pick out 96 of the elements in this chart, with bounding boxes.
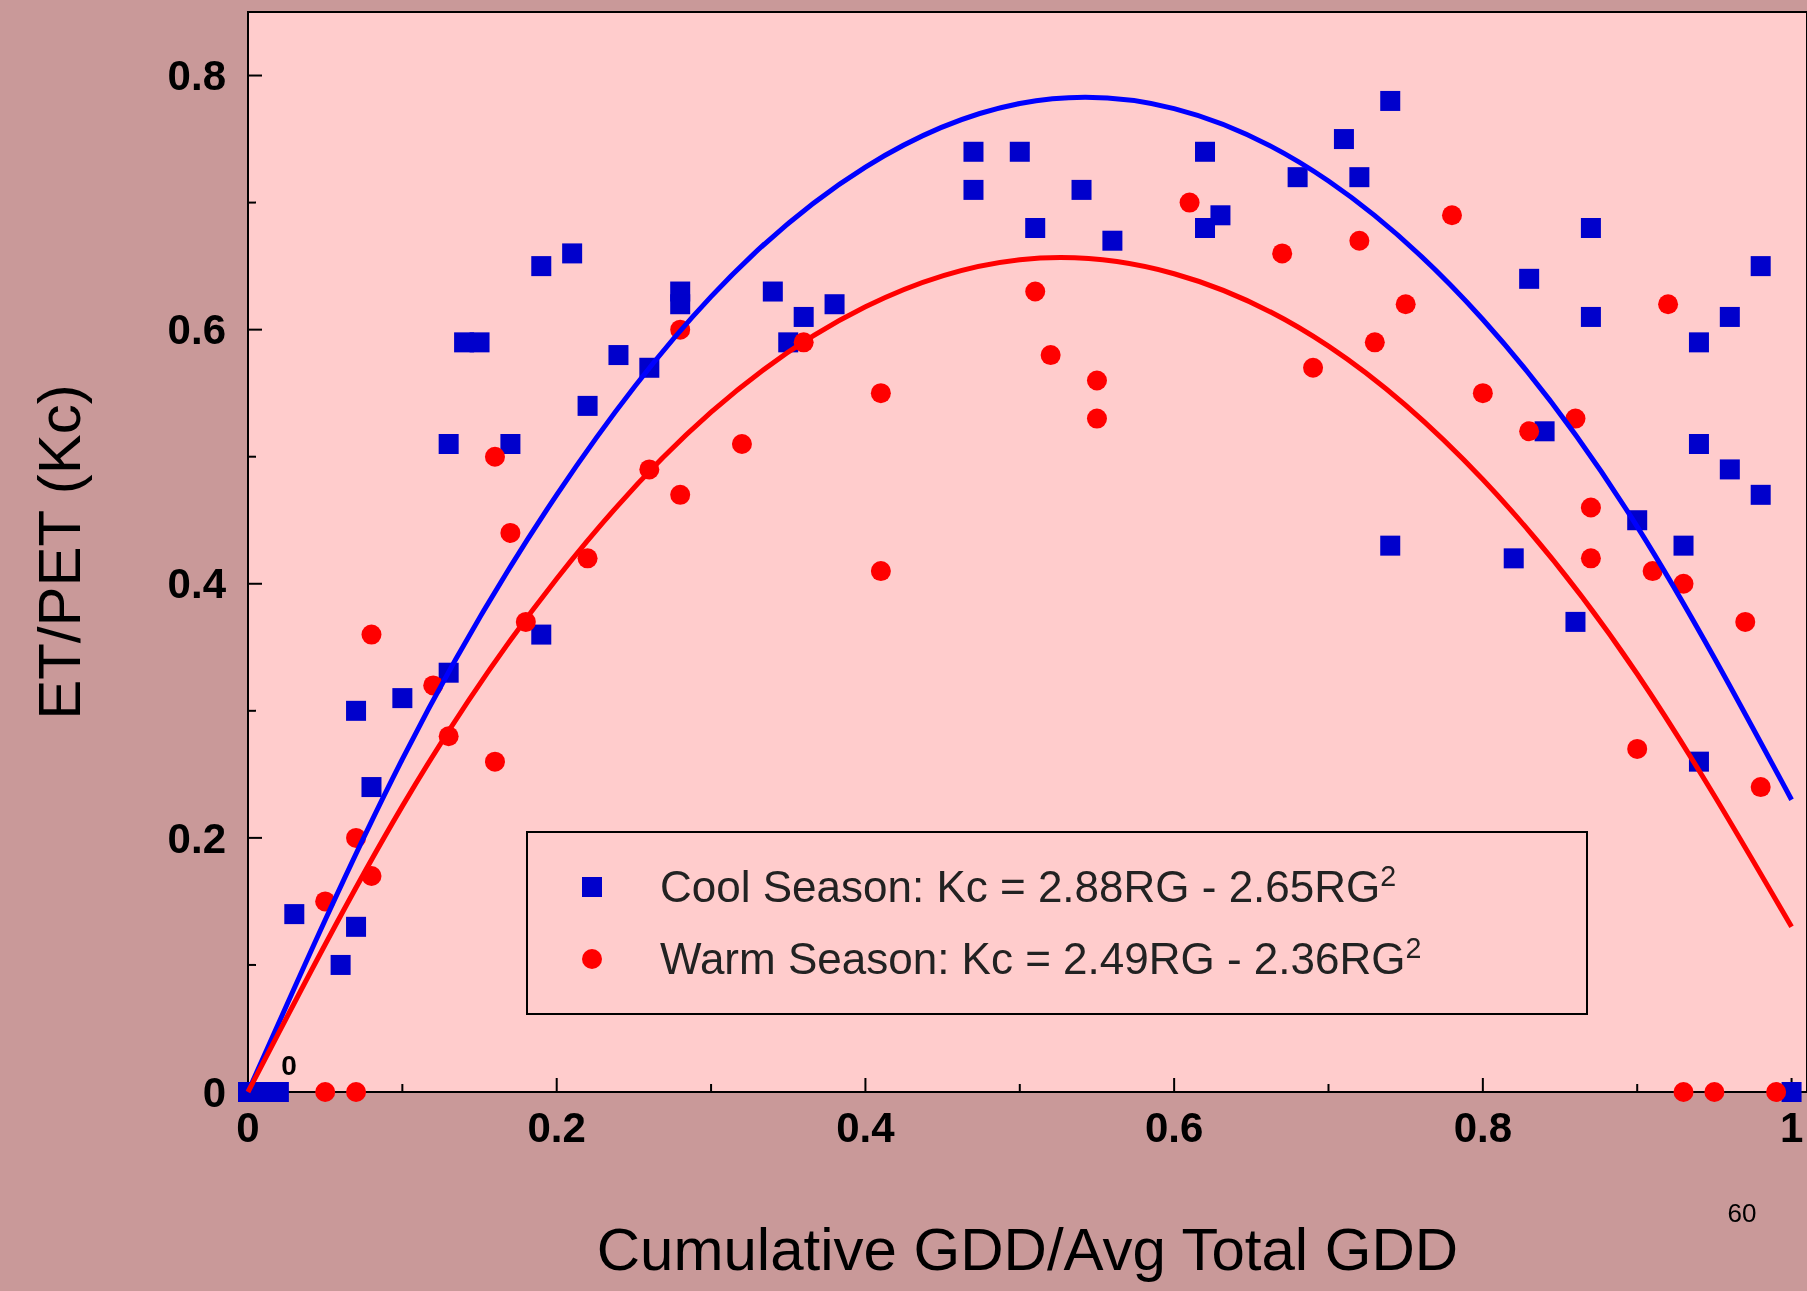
point [1380, 90, 1401, 111]
point [1580, 306, 1601, 327]
point [1658, 294, 1679, 315]
point [870, 561, 891, 582]
x-tick-label: 0.8 [1453, 1104, 1513, 1151]
x-tick-label: 0.6 [1144, 1104, 1204, 1151]
point [1349, 167, 1370, 188]
point [762, 281, 783, 302]
point [315, 1082, 336, 1102]
x-tick-label: 0.4 [836, 1104, 896, 1151]
point [1025, 218, 1046, 238]
point [870, 383, 891, 404]
point [1179, 192, 1200, 213]
point [484, 751, 505, 772]
point [1642, 561, 1663, 582]
point [1071, 179, 1092, 200]
point [1719, 306, 1740, 327]
point [1519, 421, 1540, 442]
point [1673, 535, 1694, 556]
point [500, 434, 521, 454]
point [438, 434, 459, 454]
point [1025, 281, 1046, 302]
y-tick-label: 0.4 [167, 560, 227, 608]
point [1627, 738, 1648, 759]
point [1735, 611, 1756, 632]
point [1333, 129, 1354, 150]
point [1441, 205, 1462, 226]
point [1719, 459, 1740, 480]
point [1750, 256, 1771, 277]
point [1704, 1082, 1725, 1102]
x-tick-label: 1 [1779, 1104, 1804, 1151]
y-tick-label: 0.8 [167, 52, 226, 100]
y-tick-label: 0 [202, 1068, 226, 1116]
point [824, 294, 845, 315]
point [346, 700, 367, 721]
point [361, 777, 382, 798]
point [608, 345, 629, 366]
point [1472, 383, 1493, 404]
point [1673, 1082, 1694, 1102]
point [1750, 484, 1771, 505]
point [1102, 230, 1123, 251]
point [346, 1082, 367, 1102]
point [1565, 611, 1586, 632]
legend-label: Warm Season: Kc = 2.49RG - 2.36RG$^{2}$ [660, 932, 1422, 984]
point [1272, 243, 1293, 264]
point [731, 434, 752, 454]
annotation: 0 [281, 1050, 297, 1081]
x-tick-label: 0 [236, 1104, 260, 1151]
legend-label: Cool Season: Kc = 2.88RG - 2.65RG$^{2}$ [660, 860, 1397, 912]
point [1287, 167, 1308, 188]
point [284, 904, 305, 925]
y-tick-label: 0.2 [167, 814, 226, 862]
point [346, 916, 367, 937]
point [1580, 497, 1601, 518]
point [562, 243, 583, 264]
point [1364, 332, 1385, 353]
point [793, 306, 814, 327]
point [330, 954, 351, 975]
point [531, 624, 552, 645]
point [469, 332, 490, 353]
point [1195, 218, 1216, 238]
x-tick-label: 0.2 [527, 1104, 586, 1151]
point [1750, 777, 1771, 798]
point [484, 446, 505, 467]
point [1395, 294, 1416, 315]
y-tick-label: 0.6 [167, 306, 226, 354]
point [1009, 141, 1030, 162]
point [1303, 357, 1324, 378]
point [1519, 268, 1540, 289]
point [1503, 548, 1524, 569]
point [1349, 230, 1370, 251]
point [670, 294, 691, 315]
point [577, 548, 598, 569]
x-axis-title: Cumulative GDD/Avg Total GDD [596, 1216, 1459, 1283]
point [1580, 548, 1601, 569]
point [670, 484, 691, 505]
point [1380, 535, 1401, 556]
point [1086, 370, 1107, 391]
point [392, 688, 413, 709]
point [577, 395, 598, 416]
point [531, 256, 552, 277]
point [963, 141, 984, 162]
y-axis-title: ET/PET (Kc) [26, 384, 93, 720]
point [1195, 141, 1216, 162]
point [1688, 332, 1709, 353]
point [1688, 434, 1709, 454]
point [1040, 345, 1061, 366]
point [500, 522, 521, 543]
point [361, 624, 382, 645]
text: 60 [1727, 1198, 1757, 1228]
point [1673, 573, 1694, 594]
point [963, 179, 984, 200]
point [1210, 205, 1231, 226]
point [1766, 1082, 1787, 1102]
point [1086, 408, 1107, 429]
point [1580, 218, 1601, 238]
